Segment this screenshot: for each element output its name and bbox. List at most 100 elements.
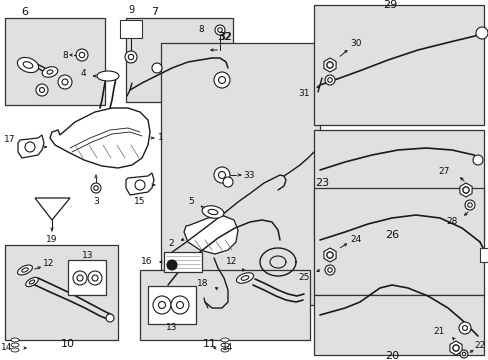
Text: 22: 22	[473, 341, 485, 350]
Text: 4: 4	[80, 68, 86, 77]
Text: 18: 18	[196, 279, 207, 288]
Ellipse shape	[47, 70, 53, 74]
Circle shape	[326, 252, 332, 258]
Circle shape	[94, 186, 98, 190]
Text: 26: 26	[384, 230, 398, 240]
Text: 3: 3	[93, 198, 99, 207]
Circle shape	[36, 84, 48, 96]
Circle shape	[25, 142, 35, 152]
Ellipse shape	[29, 280, 35, 284]
Circle shape	[128, 54, 133, 60]
Text: 16: 16	[140, 257, 152, 266]
Polygon shape	[459, 183, 471, 197]
Circle shape	[40, 87, 44, 93]
Text: 10: 10	[61, 339, 75, 349]
Circle shape	[326, 252, 332, 258]
Circle shape	[464, 200, 474, 210]
Circle shape	[218, 171, 225, 179]
Text: 24: 24	[350, 234, 361, 243]
Circle shape	[92, 275, 98, 281]
Text: 8: 8	[62, 50, 68, 59]
Text: 23: 23	[314, 178, 328, 188]
Text: 20: 20	[384, 351, 398, 360]
Text: 29: 29	[382, 0, 396, 10]
Text: 13: 13	[82, 252, 94, 261]
Circle shape	[462, 187, 468, 193]
Bar	[313, 5, 483, 125]
Circle shape	[76, 49, 88, 61]
Ellipse shape	[26, 277, 38, 287]
Circle shape	[325, 265, 334, 275]
Ellipse shape	[202, 206, 224, 218]
Ellipse shape	[241, 276, 248, 280]
Text: 15: 15	[134, 198, 145, 207]
Ellipse shape	[236, 273, 253, 283]
Circle shape	[327, 268, 331, 272]
Ellipse shape	[221, 343, 228, 347]
Circle shape	[327, 78, 331, 82]
Bar	[68, 260, 106, 295]
Polygon shape	[126, 173, 154, 195]
Circle shape	[88, 271, 102, 285]
Circle shape	[452, 345, 458, 351]
Circle shape	[459, 350, 467, 358]
Circle shape	[62, 79, 68, 85]
Circle shape	[176, 302, 183, 309]
Circle shape	[77, 275, 83, 281]
Polygon shape	[449, 341, 461, 355]
Text: 11: 11	[203, 339, 217, 349]
Circle shape	[215, 25, 224, 35]
Circle shape	[467, 203, 471, 207]
Text: 30: 30	[349, 40, 361, 49]
Text: 7: 7	[151, 7, 158, 17]
Circle shape	[325, 75, 334, 85]
Circle shape	[461, 352, 465, 356]
Bar	[148, 286, 196, 324]
Polygon shape	[18, 135, 44, 158]
Bar	[5, 18, 105, 105]
Circle shape	[214, 167, 229, 183]
Bar	[161, 43, 319, 305]
Circle shape	[458, 322, 470, 334]
Text: 9: 9	[128, 5, 134, 15]
Text: 25: 25	[298, 274, 309, 283]
Text: 2: 2	[168, 239, 174, 248]
Polygon shape	[323, 248, 335, 262]
Ellipse shape	[21, 268, 28, 272]
Bar	[313, 188, 483, 295]
Circle shape	[158, 302, 165, 309]
Bar	[479, 248, 488, 262]
Text: 31: 31	[298, 89, 309, 98]
Text: 14: 14	[222, 343, 233, 352]
Text: 19: 19	[46, 235, 58, 244]
Circle shape	[135, 180, 145, 190]
Bar	[163, 252, 202, 272]
Bar	[140, 270, 309, 340]
Circle shape	[472, 155, 482, 165]
Ellipse shape	[23, 62, 33, 68]
Text: 6: 6	[21, 7, 28, 17]
Circle shape	[462, 325, 467, 330]
Circle shape	[326, 62, 332, 68]
Circle shape	[58, 75, 72, 89]
Circle shape	[452, 345, 458, 351]
Circle shape	[462, 187, 468, 193]
Ellipse shape	[221, 338, 228, 342]
Text: 33: 33	[243, 171, 254, 180]
Circle shape	[475, 27, 487, 39]
Circle shape	[217, 28, 222, 32]
Bar	[120, 20, 142, 38]
Circle shape	[106, 314, 114, 322]
Text: 14: 14	[0, 343, 12, 352]
Circle shape	[171, 296, 189, 314]
Bar	[313, 130, 483, 240]
Text: 5: 5	[188, 198, 194, 207]
Circle shape	[91, 183, 101, 193]
Text: 1: 1	[158, 134, 163, 143]
Polygon shape	[323, 58, 335, 72]
Text: 13: 13	[166, 324, 177, 333]
Ellipse shape	[221, 348, 228, 352]
Circle shape	[167, 260, 177, 270]
Circle shape	[73, 271, 87, 285]
Bar	[5, 245, 118, 340]
